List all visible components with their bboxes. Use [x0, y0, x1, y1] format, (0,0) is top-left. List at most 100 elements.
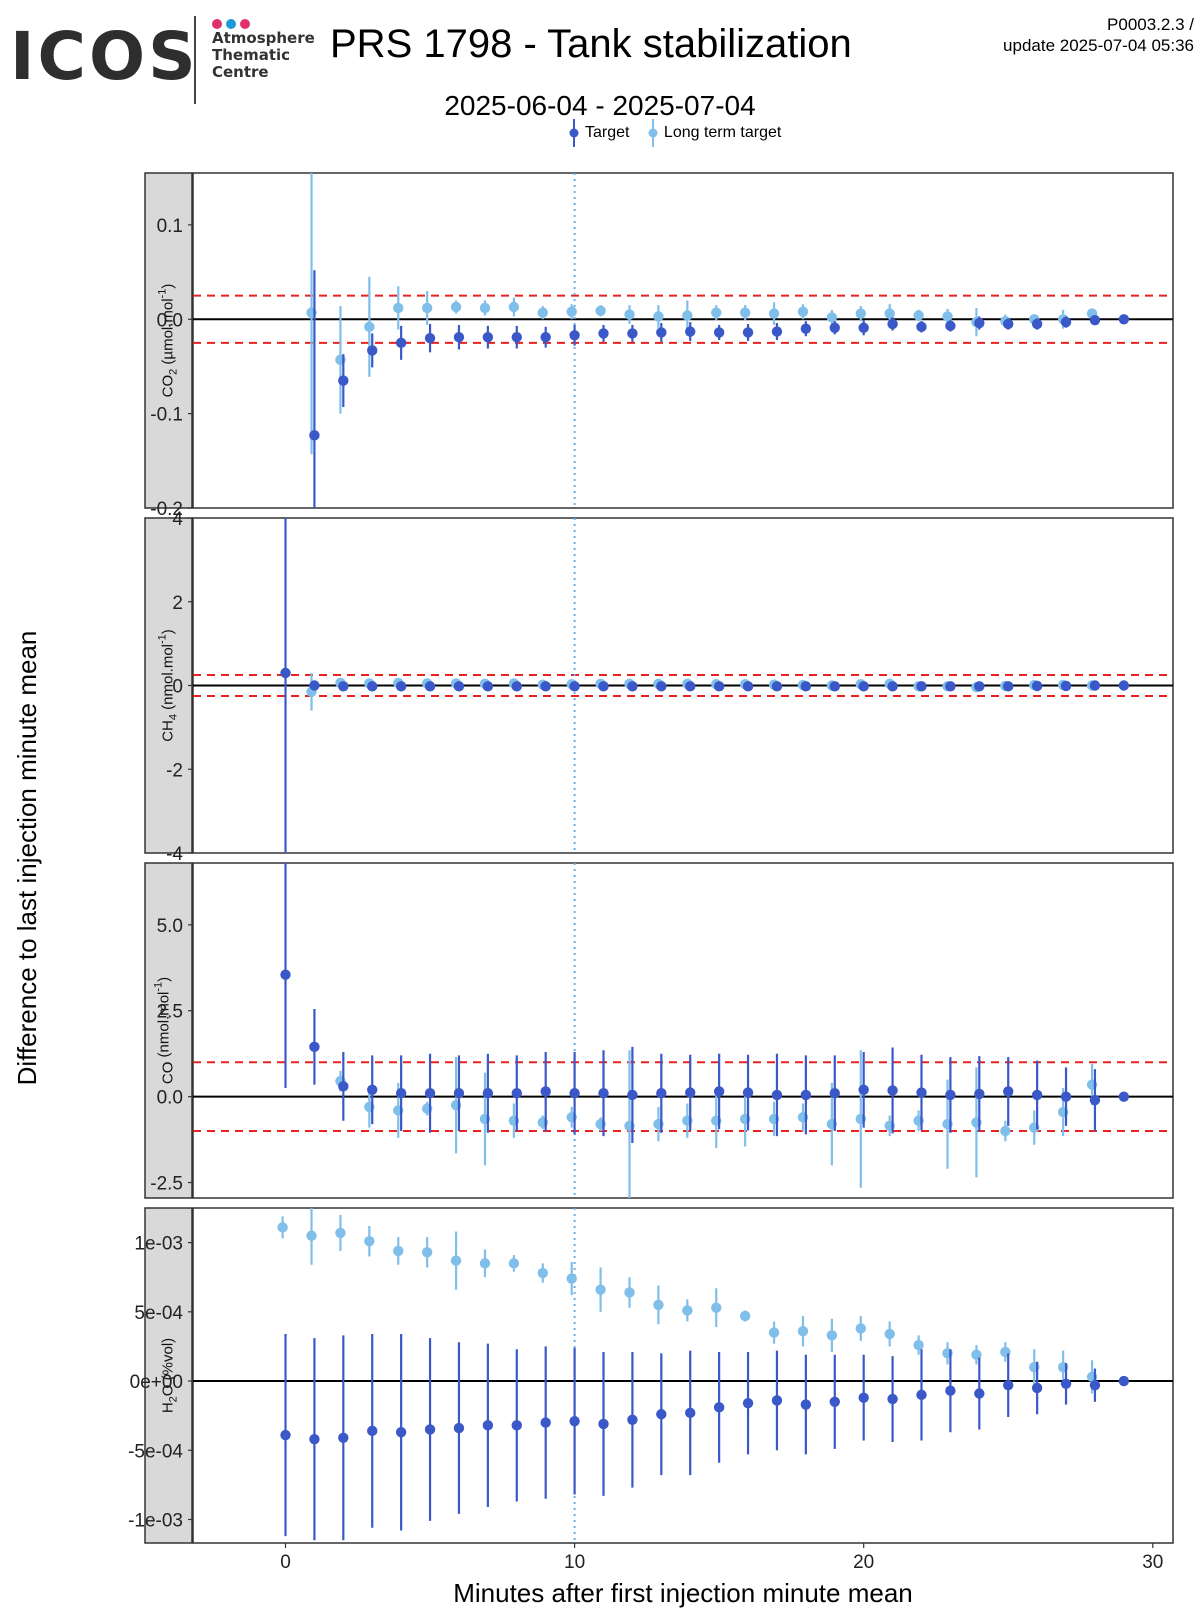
point-long-term-target	[624, 309, 634, 319]
point-target	[945, 321, 955, 331]
point-target	[772, 681, 782, 691]
y-tick-label: 2.5	[157, 1002, 183, 1023]
point-long-term-target	[827, 312, 837, 322]
point-target	[425, 681, 435, 691]
strip-label-part: CO	[160, 1062, 177, 1085]
point-target	[454, 332, 464, 342]
y-tick-label: -0.1	[150, 405, 183, 426]
point-long-term-target	[277, 1222, 287, 1232]
point-target	[945, 1090, 955, 1100]
point-target	[858, 1392, 868, 1402]
strip-label-part: )	[160, 284, 177, 289]
point-long-term-target	[884, 308, 894, 318]
x-tick-label: 0	[280, 1552, 291, 1573]
point-long-term-target	[913, 1340, 923, 1350]
point-target	[887, 319, 897, 329]
point-target	[772, 1090, 782, 1100]
point-target	[454, 681, 464, 691]
point-long-term-target	[884, 1329, 894, 1339]
point-target	[483, 1088, 493, 1098]
point-target	[1090, 1095, 1100, 1105]
point-target	[1119, 314, 1129, 324]
y-tick-label: 2	[172, 593, 183, 614]
point-target	[830, 323, 840, 333]
y-tick-label: 0.0	[157, 1088, 183, 1109]
y-tick-label: -2	[166, 760, 183, 781]
point-target	[656, 1088, 666, 1098]
point-target	[1003, 1086, 1013, 1096]
point-target	[483, 332, 493, 342]
strip-label-part: (µmol.mol	[160, 298, 177, 368]
point-target	[1061, 1379, 1071, 1389]
point-target	[743, 681, 753, 691]
point-target	[627, 1090, 637, 1100]
point-long-term-target	[567, 1273, 577, 1283]
point-target	[512, 1420, 522, 1430]
point-target	[916, 1087, 926, 1097]
point-target	[367, 1426, 377, 1436]
point-target	[1090, 1380, 1100, 1390]
point-target	[1032, 319, 1042, 329]
point-target	[280, 969, 290, 979]
point-long-term-target	[856, 1323, 866, 1333]
point-target	[338, 375, 348, 385]
point-long-term-target	[856, 308, 866, 318]
point-target	[512, 1088, 522, 1098]
point-target	[1119, 1091, 1129, 1101]
point-target	[685, 1408, 695, 1418]
point-target	[367, 681, 377, 691]
point-target	[1032, 1383, 1042, 1393]
point-target	[685, 1087, 695, 1097]
strip-label-part: H	[160, 1402, 177, 1413]
point-long-term-target	[769, 1327, 779, 1337]
panel-frame	[193, 863, 1173, 1198]
strip-label: CO2 (µmol.mol-1)	[157, 284, 180, 398]
point-target	[1119, 680, 1129, 690]
point-long-term-target	[364, 1236, 374, 1246]
point-long-term-target	[740, 307, 750, 317]
panel-frame	[193, 1208, 1173, 1543]
point-long-term-target	[711, 1302, 721, 1312]
point-long-term-target	[711, 307, 721, 317]
point-target	[569, 1088, 579, 1098]
point-target	[396, 1427, 406, 1437]
point-long-term-target	[306, 1230, 316, 1240]
point-target	[309, 1042, 319, 1052]
y-tick-label: 0e+00	[130, 1372, 183, 1393]
point-target	[598, 1419, 608, 1429]
point-target	[1090, 315, 1100, 325]
point-target	[598, 1088, 608, 1098]
y-tick-label: 1e-03	[134, 1234, 183, 1255]
point-target	[887, 1085, 897, 1095]
point-target	[772, 326, 782, 336]
point-target	[483, 681, 493, 691]
point-target	[367, 1085, 377, 1095]
point-long-term-target	[335, 1228, 345, 1238]
point-target	[569, 330, 579, 340]
point-target	[425, 1088, 435, 1098]
point-target	[743, 327, 753, 337]
point-target	[540, 1417, 550, 1427]
strip-label-part: -1	[153, 982, 165, 992]
x-axis-title: Minutes after first injection minute mea…	[453, 1578, 913, 1608]
x-tick-label: 20	[853, 1552, 874, 1573]
point-target	[858, 323, 868, 333]
point-target	[1061, 1091, 1071, 1101]
point-target	[367, 345, 377, 355]
y-tick-label: -5e-04	[128, 1441, 183, 1462]
point-long-term-target	[624, 1287, 634, 1297]
point-target	[1090, 680, 1100, 690]
point-long-term-target	[480, 1258, 490, 1268]
point-long-term-target	[1000, 1126, 1010, 1136]
point-target	[830, 681, 840, 691]
point-long-term-target	[480, 303, 490, 313]
strip-label-part: -1	[157, 289, 169, 299]
point-long-term-target	[653, 311, 663, 321]
point-target	[598, 681, 608, 691]
point-target	[1003, 681, 1013, 691]
y-axis-title: Difference to last injection minute mean	[12, 631, 42, 1086]
point-long-term-target	[769, 308, 779, 318]
point-target	[858, 1085, 868, 1095]
point-target	[743, 1398, 753, 1408]
